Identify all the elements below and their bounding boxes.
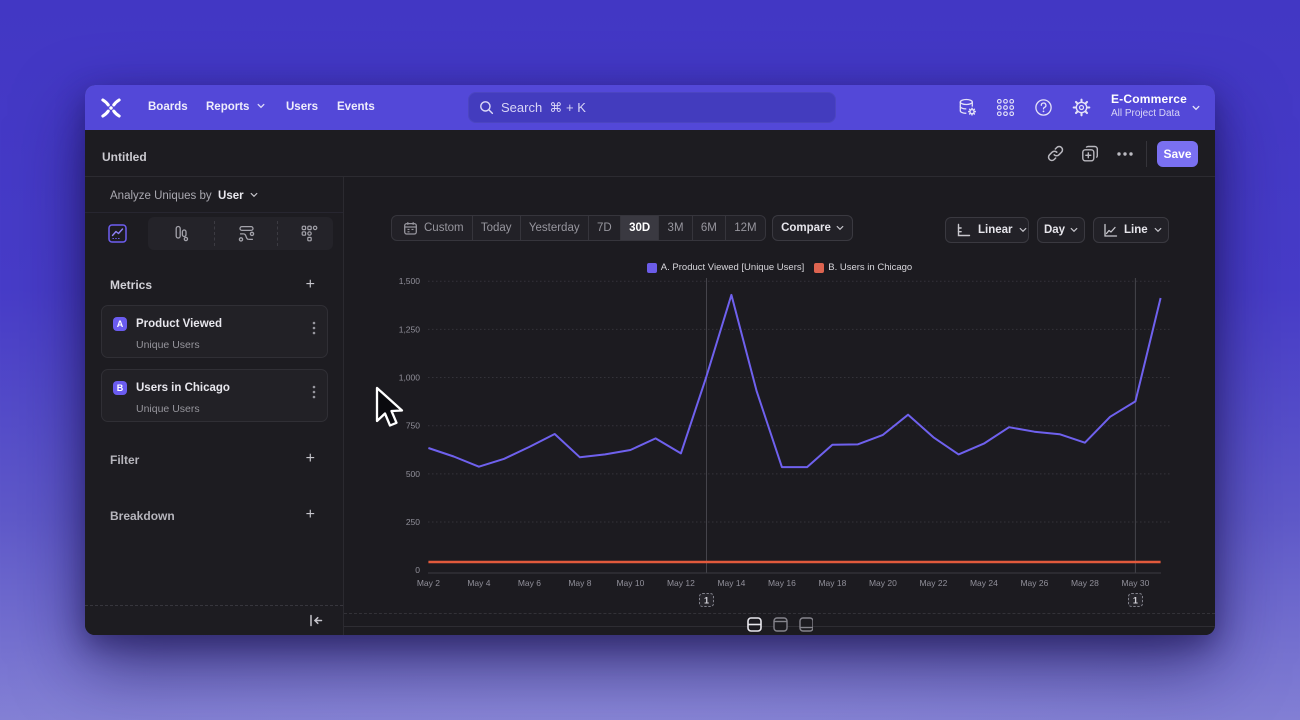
svg-text:1: 1	[1133, 596, 1138, 606]
svg-text:1,250: 1,250	[399, 324, 421, 334]
svg-text:1,500: 1,500	[399, 276, 421, 286]
svg-text:May 12: May 12	[667, 578, 695, 588]
svg-text:May 30: May 30	[1121, 578, 1149, 588]
svg-text:May 20: May 20	[869, 578, 897, 588]
svg-text:1: 1	[704, 596, 709, 606]
svg-text:May 2: May 2	[417, 578, 440, 588]
svg-text:May 28: May 28	[1071, 578, 1099, 588]
svg-text:May 18: May 18	[818, 578, 846, 588]
svg-text:May 22: May 22	[919, 578, 947, 588]
svg-text:May 14: May 14	[717, 578, 745, 588]
svg-text:May 8: May 8	[568, 578, 591, 588]
svg-text:May 16: May 16	[768, 578, 796, 588]
svg-text:1,000: 1,000	[399, 373, 421, 383]
svg-text:May 6: May 6	[518, 578, 541, 588]
svg-text:250: 250	[406, 517, 420, 527]
svg-text:May 10: May 10	[616, 578, 644, 588]
svg-text:500: 500	[406, 469, 420, 479]
svg-text:May 26: May 26	[1020, 578, 1048, 588]
svg-text:May 24: May 24	[970, 578, 998, 588]
svg-text:May 4: May 4	[467, 578, 490, 588]
svg-text:750: 750	[406, 421, 420, 431]
svg-text:0: 0	[415, 565, 420, 575]
